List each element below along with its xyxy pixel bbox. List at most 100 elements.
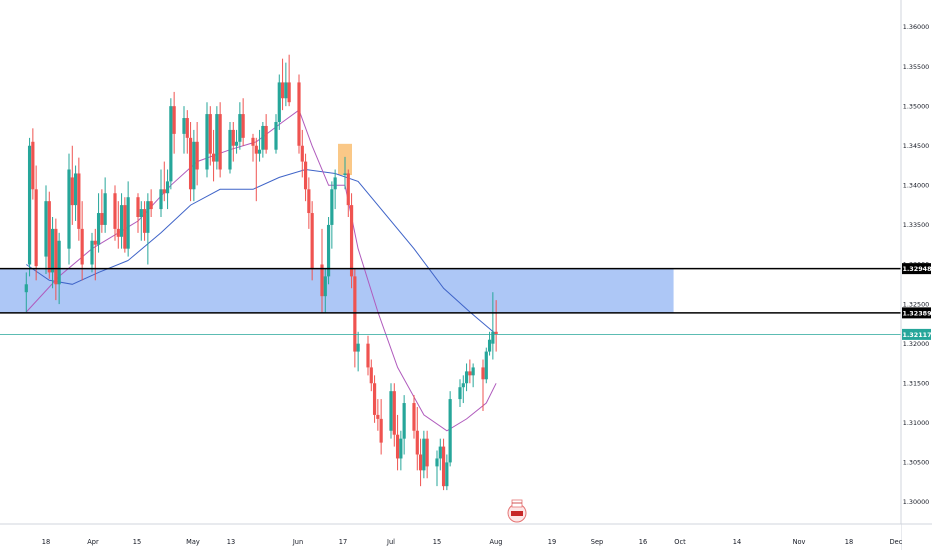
candle[interactable] [70,145,74,225]
candle[interactable] [47,191,51,279]
candle[interactable] [468,359,472,384]
candle[interactable] [50,217,55,289]
candle[interactable] [376,399,380,431]
candle[interactable] [257,129,262,162]
candle[interactable] [326,217,331,285]
candle[interactable] [215,106,219,170]
candle[interactable] [208,106,212,166]
candle[interactable] [333,169,337,210]
candle[interactable] [425,430,429,479]
candle[interactable] [491,292,495,360]
candle[interactable] [353,268,357,368]
candle[interactable] [116,201,120,249]
candle[interactable] [438,438,442,471]
candle[interactable] [80,201,84,281]
candle[interactable] [323,268,327,313]
candle[interactable] [96,193,101,253]
candle[interactable] [448,391,452,467]
candle[interactable] [481,359,485,411]
candle[interactable] [172,91,176,154]
candle[interactable] [90,232,94,273]
candle[interactable] [264,114,268,154]
candle[interactable] [188,122,193,202]
candle[interactable] [458,379,462,407]
candle[interactable] [149,189,153,217]
candle[interactable] [165,169,170,210]
candle[interactable] [484,347,488,384]
candle[interactable] [310,201,314,281]
candle[interactable] [287,54,291,107]
candle[interactable] [139,201,143,241]
candle[interactable] [422,430,426,479]
candle[interactable] [211,129,216,182]
candle[interactable] [402,395,406,455]
candle[interactable] [31,128,35,200]
candle[interactable] [254,137,258,202]
event-flag-icon[interactable] [507,499,527,523]
candle[interactable] [146,193,150,265]
candle[interactable] [471,363,475,388]
candle[interactable] [169,98,173,190]
candle[interactable] [369,359,373,392]
candle[interactable] [415,407,419,471]
candle[interactable] [241,98,245,146]
candle[interactable] [487,331,492,356]
candle[interactable] [418,438,423,487]
candle[interactable] [280,58,285,111]
candle[interactable] [195,122,199,186]
candle[interactable] [67,153,71,265]
candle[interactable] [441,438,446,491]
candle[interactable] [399,430,403,471]
candle[interactable] [284,62,288,107]
candle[interactable] [34,165,38,281]
candle[interactable] [356,331,360,372]
candle[interactable] [392,383,396,447]
candle[interactable] [389,383,393,439]
candle[interactable] [435,450,439,487]
candle[interactable] [307,177,311,229]
candle[interactable] [412,395,416,439]
candle[interactable] [162,161,166,202]
candle[interactable] [54,218,58,301]
candle[interactable] [372,375,377,423]
candle[interactable] [126,181,130,257]
candle[interactable] [159,169,163,218]
candle[interactable] [379,399,383,455]
candle[interactable] [119,193,124,249]
candle[interactable] [464,363,469,392]
candle[interactable] [366,335,370,376]
candle[interactable] [218,102,222,178]
candle[interactable] [136,193,140,233]
candle[interactable] [445,454,449,491]
candle[interactable] [320,228,324,313]
candle[interactable] [395,414,400,471]
candle[interactable] [44,185,48,274]
candle[interactable] [93,228,97,281]
candle[interactable] [24,272,28,312]
candle[interactable] [231,122,235,162]
candle[interactable] [100,189,104,233]
candle[interactable] [349,193,354,289]
candle[interactable] [238,102,242,150]
candle[interactable] [297,74,301,154]
candle[interactable] [300,129,304,178]
candle[interactable] [274,114,278,154]
zone-rectangle[interactable] [0,268,674,313]
candle[interactable] [77,157,81,241]
candle[interactable] [261,122,265,158]
candle[interactable] [343,156,347,190]
candle[interactable] [205,102,209,178]
candle[interactable] [182,106,186,154]
candle[interactable] [113,185,117,241]
candle[interactable] [494,300,498,352]
candle[interactable] [234,129,239,154]
candle[interactable] [346,169,350,218]
candle[interactable] [251,133,255,162]
candle[interactable] [192,129,196,202]
candle[interactable] [277,74,281,130]
candle[interactable] [303,153,308,202]
candle[interactable] [123,197,127,253]
candle[interactable] [103,177,107,233]
